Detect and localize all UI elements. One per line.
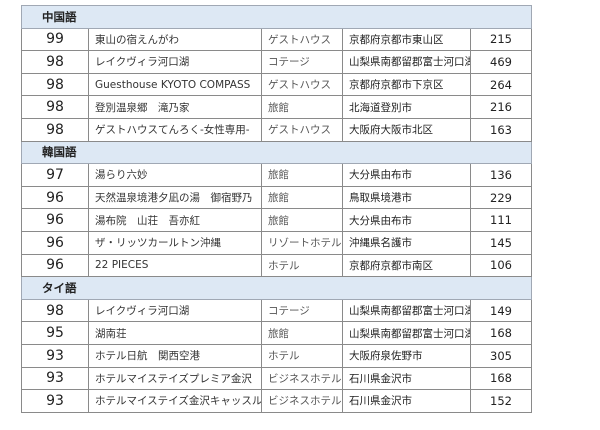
count-cell: 216: [469, 95, 533, 119]
count-cell: 229: [469, 185, 533, 210]
name-cell: Guesthouse KYOTO COMPASS: [88, 72, 262, 97]
location-cell: 京都府京都市南区: [342, 253, 471, 278]
type-cell: リゾートホテル: [261, 230, 343, 255]
count-cell: 264: [469, 72, 533, 97]
table-row: 98 Guesthouse KYOTO COMPASS ゲストハウス 京都府京都市下京…: [21, 72, 533, 97]
section-label: タイ語: [20, 276, 533, 300]
type-cell: 旅館: [261, 95, 343, 119]
section-label: 韓国語: [20, 140, 533, 165]
score-cell: 98: [21, 50, 89, 74]
location-cell: 山梨県南都留郡富士河口湖町: [342, 50, 471, 74]
count-cell: 136: [469, 163, 533, 187]
type-cell: コテージ: [261, 298, 343, 323]
location-cell: 大阪府大阪市北区: [342, 117, 471, 142]
name-cell: レイクヴィラ河口湖: [88, 298, 262, 323]
name-cell: ゲストハウスてんろく-女性専用-: [88, 117, 262, 142]
location-cell: 沖縄県名護市: [342, 230, 471, 255]
name-cell: 22 PIECES: [88, 253, 262, 278]
score-cell: 93: [21, 343, 89, 368]
count-cell: 469: [469, 50, 533, 74]
count-cell: 152: [469, 389, 533, 413]
score-cell: 93: [21, 389, 89, 413]
type-cell: コテージ: [261, 50, 343, 74]
count-cell: 163: [469, 117, 533, 142]
score-cell: 98: [21, 95, 89, 119]
name-cell: ホテルマイステイズ金沢キャッスル: [88, 389, 262, 413]
type-cell: 旅館: [261, 321, 343, 345]
table-row: 93 ホテル日航 関西空港 ホテル 大阪府泉佐野市 305: [21, 343, 533, 368]
table-row: 98レイクヴィラ河口湖コテージ山梨県南都留郡富士河口湖町149: [21, 298, 533, 323]
table-row: 96 湯布院 山荘 吾亦紅 旅館 大分県由布市 111: [21, 208, 533, 232]
name-cell: 湯布院 山荘 吾亦紅: [88, 208, 262, 232]
section-header: 韓国語: [20, 140, 533, 165]
score-cell: 95: [21, 321, 89, 345]
table-row: 98 ゲストハウスてんろく-女性専用- ゲストハウス 大阪府大阪市北区 163: [21, 117, 533, 142]
name-cell: レイクヴィラ河口湖: [88, 50, 262, 74]
location-cell: 京都府京都市東山区: [342, 27, 471, 52]
location-cell: 北海道登別市: [342, 95, 471, 119]
name-cell: 湯らり六妙: [88, 163, 262, 187]
section-label: 中国語: [20, 5, 533, 29]
table-row: 93 ホテルマイステイズ金沢キャッスル ビジネスホテル 石川県金沢市 152: [21, 389, 533, 413]
count-cell: 106: [469, 253, 533, 278]
table-row: 96 天然温泉境港夕凪の湯 御宿野乃 旅館 鳥取県境港市 229: [21, 185, 533, 210]
count-cell: 111: [469, 208, 533, 232]
type-cell: ホテル: [261, 343, 343, 368]
type-cell: ビジネスホテル: [261, 366, 343, 391]
score-cell: 98: [21, 72, 89, 97]
name-cell: ザ・リッツカールトン沖縄: [88, 230, 262, 255]
score-cell: 96: [21, 253, 89, 278]
location-cell: 鳥取県境港市: [342, 185, 471, 210]
name-cell: 東山の宿えんがわ: [88, 27, 262, 52]
section-header: 中国語: [20, 5, 533, 29]
score-cell: 97: [21, 163, 89, 187]
score-cell: 99: [21, 27, 89, 52]
type-cell: ゲストハウス: [261, 117, 343, 142]
score-cell: 98: [21, 117, 89, 142]
location-cell: 大分県由布市: [342, 208, 471, 232]
score-cell: 96: [21, 230, 89, 255]
type-cell: 旅館: [261, 208, 343, 232]
location-cell: 京都府京都市下京区: [342, 72, 471, 97]
count-cell: 168: [469, 366, 533, 391]
location-cell: 大阪府泉佐野市: [342, 343, 471, 368]
count-cell: 305: [469, 343, 533, 368]
table-row: 98レイクヴィラ河口湖コテージ山梨県南都留郡富士河口湖町469: [21, 50, 533, 74]
name-cell: 登別温泉郷 滝乃家: [88, 95, 262, 119]
table-row: 96 22 PIECES ホテル 京都府京都市南区 106: [21, 253, 533, 278]
name-cell: ホテルマイステイズプレミア金沢: [88, 366, 262, 391]
table-row: 93 ホテルマイステイズプレミア金沢 ビジネスホテル 石川県金沢市 168: [21, 366, 533, 391]
table-row: 99 東山の宿えんがわ ゲストハウス 京都府京都市東山区 215: [21, 27, 533, 52]
location-cell: 山梨県南都留郡富士河口湖町: [342, 321, 471, 345]
type-cell: ホテル: [261, 253, 343, 278]
name-cell: 天然温泉境港夕凪の湯 御宿野乃: [88, 185, 262, 210]
location-cell: 山梨県南都留郡富士河口湖町: [342, 298, 471, 323]
table-row: 97 湯らり六妙 旅館 大分県由布市 136: [21, 163, 533, 187]
type-cell: 旅館: [261, 185, 343, 210]
score-cell: 96: [21, 185, 89, 210]
table-row: 95湖南荘旅館山梨県南都留郡富士河口湖町168: [21, 321, 533, 345]
ranking-table: 中国語 99 東山の宿えんがわ ゲストハウス 京都府京都市東山区 215 98 レイクヴィラ河…: [20, 5, 533, 413]
location-cell: 大分県由布市: [342, 163, 471, 187]
name-cell: 湖南荘: [88, 321, 262, 345]
count-cell: 168: [469, 321, 533, 345]
location-cell: 石川県金沢市: [342, 366, 471, 391]
score-cell: 98: [21, 298, 89, 323]
count-cell: 145: [469, 230, 533, 255]
name-cell: ホテル日航 関西空港: [88, 343, 262, 368]
section-header: タイ語: [20, 276, 533, 300]
type-cell: ゲストハウス: [261, 27, 343, 52]
type-cell: ビジネスホテル: [261, 389, 343, 413]
score-cell: 93: [21, 366, 89, 391]
count-cell: 149: [469, 298, 533, 323]
type-cell: ゲストハウス: [261, 72, 343, 97]
table-row: 98 登別温泉郷 滝乃家 旅館 北海道登別市 216: [21, 95, 533, 119]
score-cell: 96: [21, 208, 89, 232]
table-row: 96 ザ・リッツカールトン沖縄 リゾートホテル 沖縄県名護市 145: [21, 230, 533, 255]
location-cell: 石川県金沢市: [342, 389, 471, 413]
count-cell: 215: [469, 27, 533, 52]
type-cell: 旅館: [261, 163, 343, 187]
